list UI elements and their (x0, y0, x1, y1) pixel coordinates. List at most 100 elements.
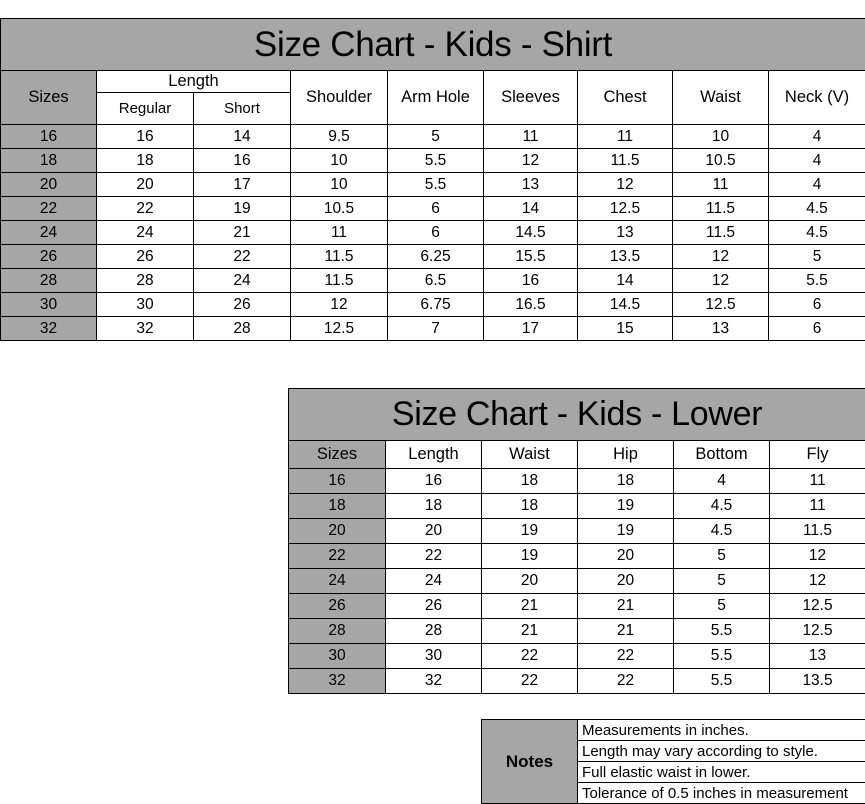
shirt-cell-sleeves: 11 (484, 125, 578, 149)
shirt-cell-neck: 4.5 (769, 197, 865, 221)
lower-cell-bottom: 5 (674, 569, 770, 594)
note-line: Measurements in inches. (578, 720, 865, 741)
shirt-cell-chest: 12 (578, 173, 673, 197)
shirt-cell-neck: 4 (769, 125, 865, 149)
lower-cell-waist: 21 (482, 619, 578, 644)
shirt-cell-arm-hole: 6.75 (388, 293, 484, 317)
lower-size-label: 24 (289, 569, 386, 594)
shirt-chart-title: Size Chart - Kids - Shirt (1, 19, 865, 71)
lower-cell-hip: 22 (578, 669, 674, 694)
shirt-size-label: 28 (1, 269, 97, 293)
shirt-size-label: 30 (1, 293, 97, 317)
lower-cell-hip: 19 (578, 494, 674, 519)
shirt-cell-sleeves: 12 (484, 149, 578, 173)
shirt-cell-chest: 14.5 (578, 293, 673, 317)
table-row: 18 18 16 10 5.5 12 11.5 10.5 4 (1, 149, 865, 173)
shirt-cell-shoulder: 12 (291, 293, 388, 317)
shirt-cell-chest: 13.5 (578, 245, 673, 269)
table-row: 20 20 19 19 4.5 11.5 (289, 519, 865, 544)
note-line: Tolerance of 0.5 inches in measurement (578, 783, 865, 804)
lower-size-label: 32 (289, 669, 386, 694)
shirt-col-header-neck: Neck (V) (769, 71, 865, 125)
lower-cell-fly: 12.5 (770, 594, 865, 619)
shirt-cell-waist: 11.5 (673, 221, 769, 245)
shirt-cell-arm-hole: 5.5 (388, 149, 484, 173)
shirt-col-header-waist: Waist (673, 71, 769, 125)
shirt-cell-shoulder: 12.5 (291, 317, 388, 341)
lower-cell-bottom: 4 (674, 469, 770, 494)
table-row: 32 32 28 12.5 7 17 15 13 6 (1, 317, 865, 341)
lower-size-chart-table: Size Chart - Kids - Lower Sizes Length W… (288, 388, 865, 694)
lower-header-row: Sizes Length Waist Hip Bottom Fly (289, 441, 865, 469)
shirt-cell-shoulder: 9.5 (291, 125, 388, 149)
shirt-cell-waist: 10 (673, 125, 769, 149)
lower-cell-fly: 11.5 (770, 519, 865, 544)
lower-cell-hip: 20 (578, 544, 674, 569)
shirt-cell-arm-hole: 5.5 (388, 173, 484, 197)
shirt-cell-arm-hole: 6.25 (388, 245, 484, 269)
shirt-col-header-short: Short (194, 93, 291, 125)
shirt-cell-regular: 20 (97, 173, 194, 197)
shirt-cell-shoulder: 11.5 (291, 269, 388, 293)
shirt-cell-short: 19 (194, 197, 291, 221)
shirt-cell-short: 16 (194, 149, 291, 173)
table-row: 26 26 21 21 5 12.5 (289, 594, 865, 619)
shirt-cell-chest: 12.5 (578, 197, 673, 221)
lower-cell-bottom: 5.5 (674, 644, 770, 669)
lower-cell-waist: 20 (482, 569, 578, 594)
table-row: 16 16 18 18 4 11 (289, 469, 865, 494)
lower-size-label: 30 (289, 644, 386, 669)
lower-size-label: 26 (289, 594, 386, 619)
shirt-cell-short: 22 (194, 245, 291, 269)
lower-cell-waist: 19 (482, 519, 578, 544)
lower-cell-bottom: 5 (674, 544, 770, 569)
notes-block: Notes Measurements in inches. Length may… (481, 719, 865, 804)
lower-cell-length: 20 (386, 519, 482, 544)
lower-cell-fly: 13.5 (770, 669, 865, 694)
shirt-cell-short: 26 (194, 293, 291, 317)
shirt-col-header-length: Length (97, 71, 291, 93)
shirt-cell-arm-hole: 7 (388, 317, 484, 341)
shirt-cell-shoulder: 11 (291, 221, 388, 245)
shirt-cell-arm-hole: 5 (388, 125, 484, 149)
lower-cell-fly: 12.5 (770, 619, 865, 644)
shirt-cell-neck: 4 (769, 173, 865, 197)
shirt-size-chart-table: Size Chart - Kids - Shirt Sizes Length S… (0, 18, 865, 341)
shirt-col-header-sleeves: Sleeves (484, 71, 578, 125)
table-row: 30 30 26 12 6.75 16.5 14.5 12.5 6 (1, 293, 865, 317)
shirt-cell-shoulder: 11.5 (291, 245, 388, 269)
shirt-cell-regular: 30 (97, 293, 194, 317)
shirt-cell-sleeves: 16.5 (484, 293, 578, 317)
shirt-cell-waist: 13 (673, 317, 769, 341)
shirt-cell-regular: 18 (97, 149, 194, 173)
shirt-size-label: 16 (1, 125, 97, 149)
lower-col-header-sizes: Sizes (289, 441, 386, 469)
lower-size-label: 20 (289, 519, 386, 544)
lower-cell-waist: 18 (482, 469, 578, 494)
shirt-cell-arm-hole: 6 (388, 221, 484, 245)
lower-cell-fly: 11 (770, 469, 865, 494)
lower-cell-length: 24 (386, 569, 482, 594)
table-row: 22 22 19 10.5 6 14 12.5 11.5 4.5 (1, 197, 865, 221)
shirt-cell-shoulder: 10 (291, 149, 388, 173)
shirt-col-header-arm-hole: Arm Hole (388, 71, 484, 125)
table-row: 30 30 22 22 5.5 13 (289, 644, 865, 669)
shirt-cell-neck: 6 (769, 293, 865, 317)
table-row: 32 32 22 22 5.5 13.5 (289, 669, 865, 694)
lower-cell-hip: 21 (578, 619, 674, 644)
shirt-cell-waist: 10.5 (673, 149, 769, 173)
lower-cell-hip: 19 (578, 519, 674, 544)
shirt-col-header-shoulder: Shoulder (291, 71, 388, 125)
lower-cell-fly: 13 (770, 644, 865, 669)
shirt-cell-short: 21 (194, 221, 291, 245)
shirt-cell-neck: 5.5 (769, 269, 865, 293)
shirt-cell-sleeves: 15.5 (484, 245, 578, 269)
lower-cell-bottom: 5.5 (674, 669, 770, 694)
lower-cell-length: 32 (386, 669, 482, 694)
shirt-header-row-top: Sizes Length Shoulder Arm Hole Sleeves C… (1, 71, 865, 93)
shirt-cell-waist: 12.5 (673, 293, 769, 317)
lower-cell-bottom: 4.5 (674, 494, 770, 519)
shirt-cell-neck: 6 (769, 317, 865, 341)
shirt-cell-shoulder: 10 (291, 173, 388, 197)
lower-cell-fly: 11 (770, 494, 865, 519)
